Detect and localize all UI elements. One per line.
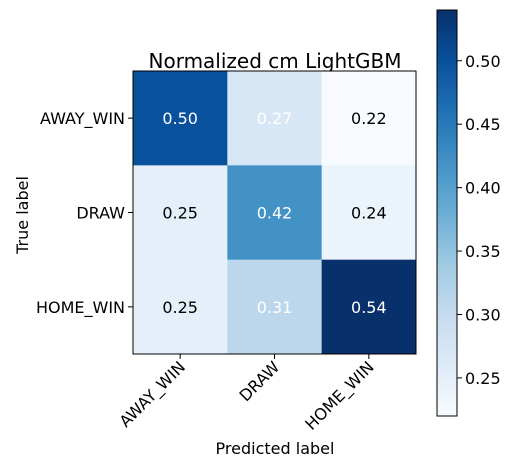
y-tick-label: HOME_WIN xyxy=(36,298,125,318)
colorbar-tick-label: 0.30 xyxy=(465,306,501,325)
x-tick-label: AWAY_WIN xyxy=(115,357,189,431)
chart-title: Normalized cm LightGBM xyxy=(149,49,402,73)
heatmap-cell xyxy=(133,165,228,261)
colorbar-tick-label: 0.25 xyxy=(465,369,501,388)
heatmap-cell xyxy=(133,71,228,166)
y-axis-label: True label xyxy=(13,176,32,255)
cell-value-label: 0.25 xyxy=(162,298,198,317)
colorbar-tick-label: 0.50 xyxy=(465,52,501,71)
x-tick-label: HOME_WIN xyxy=(301,357,378,434)
cell-value-label: 0.27 xyxy=(257,109,293,128)
heatmap-cell xyxy=(321,259,417,355)
x-tick-label: DRAW xyxy=(235,357,283,405)
colorbar-ticks: 0.25 0.30 0.35 0.40 0.45 0.50 xyxy=(457,52,501,388)
heatmap-cell xyxy=(227,71,323,166)
cell-value-label: 0.54 xyxy=(351,298,387,317)
y-tick-label: DRAW xyxy=(76,204,125,223)
cell-value-labels: 0.50 0.27 0.22 0.25 0.42 0.24 0.25 0.31 0.54 xyxy=(162,109,386,317)
x-axis-label: Predicted label xyxy=(216,439,335,458)
heatmap-cell xyxy=(227,165,323,261)
heatmap-cell xyxy=(227,259,323,355)
cell-value-label: 0.50 xyxy=(162,109,198,128)
x-tick-labels: AWAY_WIN DRAW HOME_WIN xyxy=(115,354,378,435)
heatmap-cell xyxy=(133,259,228,355)
cell-value-label: 0.22 xyxy=(351,109,387,128)
cell-value-label: 0.24 xyxy=(351,204,387,223)
colorbar-tick-label: 0.45 xyxy=(465,115,501,134)
colorbar xyxy=(436,9,458,417)
heatmap-cell xyxy=(321,71,417,166)
y-tick-labels: AWAY_WIN DRAW HOME_WIN xyxy=(36,109,133,318)
colorbar-tick-label: 0.35 xyxy=(465,242,501,261)
colorbar-tick-label: 0.40 xyxy=(465,179,501,198)
cell-value-label: 0.42 xyxy=(257,204,293,223)
cell-value-label: 0.25 xyxy=(162,204,198,223)
cell-value-label: 0.31 xyxy=(257,298,293,317)
heatmap-cell xyxy=(321,165,417,261)
heatmap-cells xyxy=(133,71,417,355)
y-tick-label: AWAY_WIN xyxy=(40,109,125,129)
